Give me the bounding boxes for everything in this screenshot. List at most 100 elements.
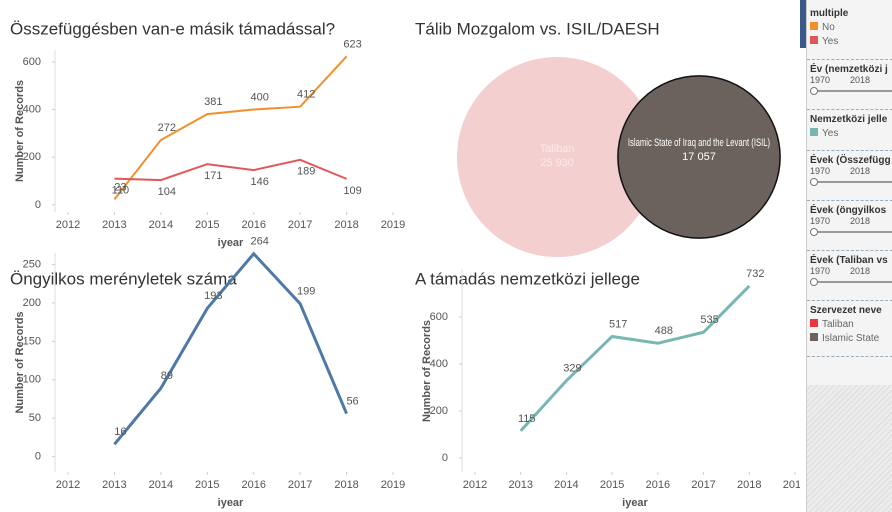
x-tick-label: 2016 (241, 479, 265, 491)
range-label: 1970 (810, 216, 831, 226)
x-axis-label: iyear (218, 237, 244, 249)
y-tick-label: 250 (23, 258, 41, 270)
chart-title: Öngyilkos merényletek száma (10, 269, 237, 288)
x-tick-label: 2017 (691, 479, 715, 491)
legend-item[interactable]: Yes (810, 36, 892, 47)
chart-title: Összefüggésben van-e másik támadással? (10, 19, 335, 38)
swatch (810, 333, 818, 341)
section-title: Év (nemzetközi j (810, 64, 888, 75)
legend-item[interactable]: Taliban (810, 319, 892, 330)
legend-label: Yes (822, 128, 839, 139)
y-tick-label: 600 (23, 56, 41, 68)
filter-section: Év (nemzetközi j 1970 2018 (810, 64, 892, 95)
swatch (810, 128, 818, 136)
swatch (810, 36, 818, 44)
range-label: 2018 (850, 166, 871, 176)
section-title: Évek (öngyilkos (810, 205, 887, 216)
x-tick-label: 2016 (241, 219, 265, 231)
y-axis-label: Number of Records (14, 311, 26, 413)
y-tick-label: 400 (23, 103, 41, 115)
slider[interactable] (810, 87, 892, 95)
range-label: 1970 (810, 75, 831, 85)
x-tick-label: 2014 (149, 479, 173, 491)
bubble-name: Taliban (540, 143, 575, 155)
filter-section: Évek (Taliban vs 1970 2018 (810, 255, 892, 286)
data-label: 146 (251, 176, 269, 188)
y-tick-label: 200 (23, 151, 41, 163)
x-tick-label: 2013 (508, 479, 532, 491)
data-label: 171 (204, 170, 222, 182)
x-tick-label: 2017 (288, 479, 312, 491)
line (519, 284, 751, 432)
data-label: 109 (343, 185, 361, 197)
range-label: 1970 (810, 266, 831, 276)
divider (807, 356, 892, 357)
y-tick-label: 200 (23, 297, 41, 309)
y-tick-label: 50 (29, 412, 41, 424)
data-label: 56 (346, 396, 358, 408)
divider (807, 200, 892, 201)
data-label: 115 (518, 413, 536, 425)
filter-section: Nemzetközi jelle Yes (810, 114, 892, 139)
x-tick-label: 2012 (56, 479, 80, 491)
y-axis-label: Number of Records (14, 80, 26, 182)
section-title: multiple (810, 8, 849, 19)
slider[interactable] (810, 178, 892, 186)
x-tick-label: 2019 (381, 219, 405, 231)
x-tick-label: 2015 (600, 479, 624, 491)
data-label: 193 (204, 290, 222, 302)
swatch (810, 22, 818, 30)
range-label: 2018 (850, 266, 871, 276)
filter-section: Évek (Összefügg 1970 2018 (810, 155, 892, 186)
divider (807, 150, 892, 151)
chart-title: A támadás nemzetközi jellege (415, 269, 640, 288)
bubble-value: 25 930 (540, 157, 574, 169)
slider[interactable] (810, 278, 892, 286)
swatch (810, 319, 818, 327)
x-tick-label: 2017 (288, 219, 312, 231)
filter-section: multiple No Yes (810, 8, 892, 47)
slider[interactable] (810, 228, 892, 236)
x-tick-label: 2014 (149, 219, 173, 231)
legend-label: Islamic State (822, 333, 880, 344)
y-tick-label: 0 (35, 199, 41, 211)
range: 1970 2018 (810, 166, 892, 177)
filter-section: Szervezet neve Taliban Islamic State (810, 305, 892, 344)
data-label: 732 (746, 268, 764, 280)
legend-label: Yes (822, 36, 839, 47)
divider (807, 59, 892, 60)
line (113, 55, 348, 200)
x-tick-label: 2018 (334, 479, 358, 491)
line (114, 158, 347, 182)
data-label: 110 (112, 185, 130, 197)
divider (807, 250, 892, 251)
bubble-label: Taliban 25 930 (540, 143, 575, 169)
range: 1970 2018 (810, 216, 892, 227)
hatch (807, 385, 892, 512)
sidebar-toggle[interactable] (800, 0, 808, 48)
x-tick-label: 2019 (783, 479, 800, 491)
y-tick-label: 400 (430, 358, 448, 370)
y-tick-label: 0 (442, 452, 448, 464)
range-label: 2018 (850, 75, 871, 85)
legend-item[interactable]: Islamic State (810, 333, 892, 344)
data-label: 23 (114, 181, 126, 193)
legend-item[interactable]: Yes (810, 128, 892, 139)
y-axis-label: Number of Records (421, 320, 433, 422)
y-tick-label: 0 (35, 451, 41, 463)
data-label: 488 (655, 325, 673, 337)
y-tick-label: 600 (430, 311, 448, 323)
y-tick-label: 200 (430, 405, 448, 417)
legend-item[interactable]: No (810, 22, 892, 33)
x-tick-label: 2012 (463, 479, 487, 491)
x-tick-label: 2018 (334, 219, 358, 231)
filter-section: Évek (öngyilkos 1970 2018 (810, 205, 892, 236)
bubble-label: Islamic State of Iraq and the Levant (IS… (628, 137, 770, 163)
data-label: 517 (609, 318, 627, 330)
data-label: 89 (161, 370, 173, 382)
x-tick-label: 2013 (102, 479, 126, 491)
data-label: 535 (700, 314, 718, 326)
legend-label: Taliban (822, 319, 854, 330)
data-label: 412 (297, 89, 315, 101)
